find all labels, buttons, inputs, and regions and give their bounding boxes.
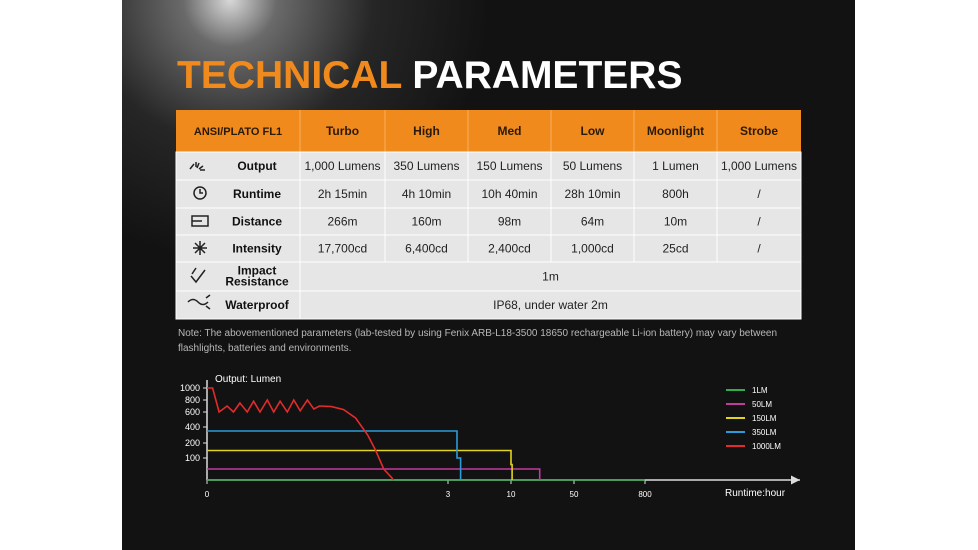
row-label: Impact — [238, 264, 277, 278]
cell: 98m — [498, 215, 521, 229]
row-bg — [175, 234, 802, 263]
cell: 1 Lumen — [652, 159, 699, 173]
header-bg — [176, 110, 801, 152]
cell: 266m — [327, 215, 357, 229]
row-label: Runtime — [233, 187, 281, 201]
series-line — [207, 468, 541, 480]
intensity-icon — [193, 241, 207, 255]
row-bg — [175, 151, 802, 181]
header-cell: Med — [498, 124, 522, 138]
header-cell: Turbo — [326, 124, 359, 138]
x-tick-label: 800 — [638, 490, 652, 499]
legend-label: 1000LM — [752, 442, 781, 451]
header-cell: Moonlight — [647, 124, 704, 138]
y-tick-label: 400 — [185, 422, 200, 432]
cell: 2h 15min — [318, 187, 367, 201]
waterproof-icon — [187, 294, 211, 310]
cell: 4h 10min — [402, 187, 451, 201]
x-tick-label: 10 — [507, 490, 516, 499]
cell: 1,000cd — [571, 242, 614, 256]
y-tick-label: 600 — [185, 407, 200, 417]
y-tick-label: 200 — [185, 438, 200, 448]
row-bg — [175, 261, 802, 292]
y-tick-label: 800 — [185, 395, 200, 405]
series-line — [207, 387, 395, 481]
cell: / — [757, 242, 761, 256]
table: ANSI/PLATO FL1 Turbo High Med Low Moonlight St… — [175, 110, 802, 320]
distance-icon — [191, 215, 209, 227]
cell: 64m — [581, 215, 604, 229]
cell: 1m — [542, 270, 559, 284]
legend-label: 150LM — [752, 414, 777, 423]
y-axis-label: Output: Lumen — [215, 374, 281, 385]
row-label: Distance — [232, 215, 282, 229]
legend-label: 1LM — [752, 386, 768, 395]
row-bg — [175, 290, 802, 320]
cell: / — [757, 215, 761, 229]
cell: 160m — [411, 215, 441, 229]
cell: 17,700cd — [318, 242, 367, 256]
row-bg — [175, 207, 802, 236]
cell: 10m — [664, 215, 687, 229]
header-cell: High — [413, 124, 440, 138]
cell: 25cd — [662, 242, 688, 256]
x-tick-label: 3 — [446, 490, 451, 499]
output-icon — [189, 162, 205, 171]
title-highlight: TECHNICAL — [177, 54, 402, 97]
cell: 2,400cd — [488, 242, 531, 256]
cell: 1,000 Lumens — [721, 159, 797, 173]
runtime-hand — [199, 189, 203, 194]
cell: IP68, under water 2m — [493, 298, 608, 312]
cell: 350 Lumens — [393, 159, 459, 173]
x-axis-label: Runtime:hour — [725, 488, 786, 499]
cell: / — [757, 187, 761, 201]
cell: 28h 10min — [564, 187, 620, 201]
header-cell: Strobe — [740, 124, 778, 138]
runtime-chart: Output: LumenRuntime:hour100200400600800… — [180, 374, 800, 499]
cell: 1,000 Lumens — [304, 159, 380, 173]
impact-icon — [190, 267, 206, 284]
y-tick-label: 1000 — [180, 383, 200, 393]
cell: 10h 40min — [481, 187, 537, 201]
title: TECHNICAL PARAMETERS — [177, 54, 682, 97]
header-cell: ANSI/PLATO FL1 — [194, 126, 282, 138]
series-line — [207, 449, 513, 480]
header-cell: Low — [581, 124, 606, 138]
cell: 50 Lumens — [563, 159, 622, 173]
x-tick-label: 0 — [205, 490, 210, 499]
row-bg — [175, 179, 802, 209]
row-label: Resistance — [225, 275, 289, 289]
series-line — [207, 430, 462, 480]
cell: 150 Lumens — [476, 159, 542, 173]
title-rest: PARAMETERS — [412, 54, 682, 97]
cell: 6,400cd — [405, 242, 448, 256]
y-tick-label: 100 — [185, 453, 200, 463]
note: Note: The abovementioned parameters (lab… — [178, 328, 778, 354]
cell: 800h — [662, 187, 689, 201]
runtime-icon — [193, 186, 207, 200]
row-icons — [187, 162, 211, 310]
x-tick-label: 50 — [570, 490, 579, 499]
legend-label: 50LM — [752, 400, 772, 409]
row-label: Intensity — [232, 242, 282, 256]
row-label: Waterproof — [225, 298, 290, 312]
legend-label: 350LM — [752, 428, 777, 437]
row-label: Output — [237, 159, 276, 173]
